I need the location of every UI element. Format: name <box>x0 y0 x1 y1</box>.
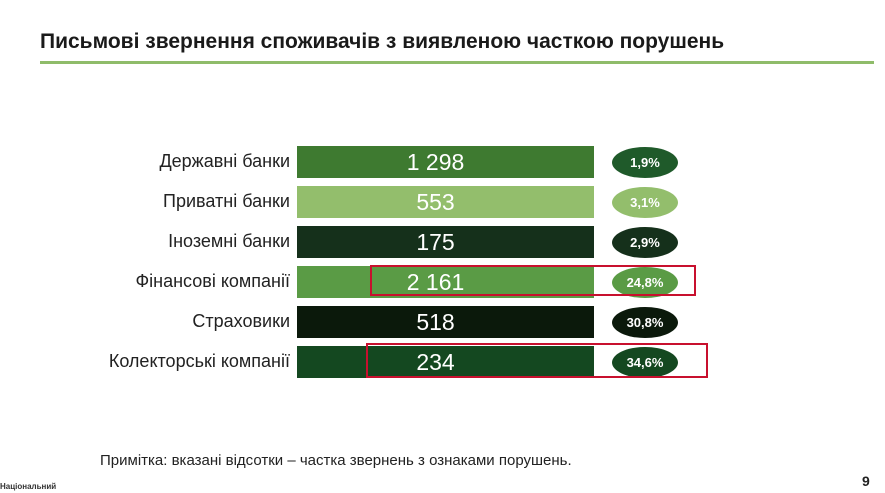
category-label: Страховики <box>192 311 290 331</box>
bar-value-label: 1 298 <box>406 148 465 175</box>
share-label: 24,8% <box>626 275 664 290</box>
share-badge: 1,9% <box>612 147 678 178</box>
share-badge: 24,8% <box>612 267 678 298</box>
share-badge: 30,8% <box>612 307 678 338</box>
bar: 234 <box>297 346 594 378</box>
brand-text: Національний <box>0 482 57 491</box>
bar-value-label: 553 <box>416 188 455 215</box>
category-label: Фінансові компанії <box>135 271 290 291</box>
bar: 1 298 <box>297 146 594 178</box>
share-badge: 34,6% <box>612 347 678 378</box>
bar: 175 <box>297 226 594 258</box>
bar: 518 <box>297 306 594 338</box>
share-label: 30,8% <box>626 315 664 330</box>
share-badge: 3,1% <box>612 187 678 218</box>
bar: 553 <box>297 186 594 218</box>
highlight-box <box>370 265 696 296</box>
bar-value-label: 2 161 <box>406 268 465 295</box>
category-label: Колекторські компанії <box>108 351 290 371</box>
share-label: 34,6% <box>626 355 664 370</box>
title-divider <box>40 61 874 64</box>
footnote: Примітка: вказані відсотки – частка звер… <box>100 452 572 469</box>
category-label: Іноземні банки <box>168 231 290 251</box>
bar-value-label: 175 <box>416 228 455 255</box>
bar-value-label: 234 <box>416 348 455 375</box>
slide-title: Письмові звернення споживачів з виявлено… <box>40 30 725 53</box>
share-label: 2,9% <box>630 235 660 250</box>
category-label: Державні банки <box>159 151 290 171</box>
share-badge: 2,9% <box>612 227 678 258</box>
category-label: Приватні банки <box>163 191 290 211</box>
page-number: 9 <box>862 473 870 489</box>
bar-value-label: 518 <box>416 308 455 335</box>
share-label: 3,1% <box>630 195 660 210</box>
share-label: 1,9% <box>630 155 660 170</box>
highlight-box <box>366 343 708 378</box>
bar: 2 161 <box>297 266 594 298</box>
